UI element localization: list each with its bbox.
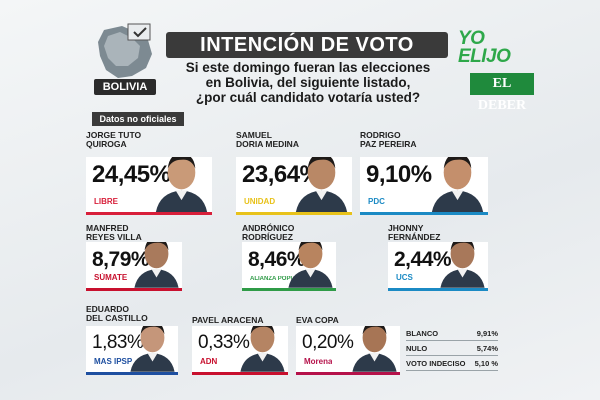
candidate-name-line: RODRIGO [360, 130, 401, 140]
el-deber-logo: EL DEBER [470, 73, 534, 113]
survey-question: Si este domingo fueran las elecciones en… [162, 60, 454, 105]
candidate-card: 0,20% Morena [296, 326, 400, 372]
candidate-name-line: EDUARDO [86, 304, 129, 314]
party-color-bar [296, 372, 400, 375]
party-logo: LIBRE [94, 197, 118, 206]
party-logo: PDC [368, 197, 385, 206]
candidate-photo [155, 157, 208, 212]
candidate-photo [440, 242, 485, 288]
row-value: 5,10 % [474, 358, 498, 368]
party-logo: UNIDAD [244, 197, 276, 206]
party-color-bar [86, 372, 178, 375]
question-line: en Bolivia, del siguiente listado, [205, 75, 411, 90]
candidate-name: EDUARDO DEL CASTILLO [86, 305, 174, 323]
question-line: Si este domingo fueran las elecciones [185, 60, 431, 75]
party-color-bar [192, 372, 288, 375]
candidate-name-line: JHONNY [388, 223, 424, 233]
party-color-bar [388, 288, 488, 291]
candidate-card: 8,46% ALIANZA POPULAR [242, 242, 336, 288]
candidate-photo [130, 326, 175, 372]
party-logo: ADN [200, 357, 218, 366]
candidate-card: 0,33% ADN [192, 326, 288, 372]
candidate-name-line: PAZ PEREIRA [360, 139, 417, 149]
row-label: BLANCO [406, 328, 439, 338]
candidate-name-line: EVA COPA [296, 315, 339, 325]
party-color-bar [86, 288, 182, 291]
row-value: 5,74% [476, 343, 498, 353]
candidate-card: 9,10% PDC [360, 157, 488, 212]
vote-percentage: 0,33% [198, 332, 250, 353]
vote-percentage: 24,45% [92, 161, 171, 188]
logo-text: YO [458, 28, 485, 49]
party-logo: UCS [396, 273, 413, 282]
candidate-name-line: JORGE TUTO [86, 130, 142, 140]
party-color-bar [236, 212, 352, 215]
row-value: 9,91% [476, 328, 498, 338]
candidate-name: SAMUEL DORIA MEDINA [236, 131, 348, 149]
candidate-name-line: DORIA MEDINA [236, 139, 299, 149]
candidate-name-line: PAVEL ARACENA [192, 315, 264, 325]
candidate-card: 23,64% UNIDAD [236, 157, 352, 212]
candidate-name: JHONNY FERNÁNDEZ [388, 224, 484, 242]
candidate-name-line: MANFRED [86, 223, 129, 233]
candidate-name: PAVEL ARACENA [192, 316, 284, 325]
page-title: INTENCIÓN DE VOTO [166, 32, 448, 58]
party-color-bar [242, 288, 336, 291]
vote-percentage: 0,20% [302, 332, 354, 353]
party-logo: Morena [304, 357, 333, 366]
candidate-name: EVA COPA [296, 316, 396, 325]
candidate-card: 2,44% UCS [388, 242, 488, 288]
party-logo: MAS IPSP [94, 357, 133, 366]
table-row: VOTO INDECISO 5,10 % [406, 356, 498, 371]
vote-percentage: 8,79% [92, 248, 150, 271]
candidate-photo [288, 242, 333, 288]
candidate-card: 1,83% MAS IPSP [86, 326, 178, 372]
candidate-name: ANDRÓNICO RODRÍGUEZ [242, 224, 332, 242]
table-row: NULO 5,74% [406, 341, 498, 356]
logo-text: ELIJO [458, 46, 511, 67]
party-logo: ALIANZA POPULAR [250, 276, 297, 282]
candidate-name-line: RODRÍGUEZ [242, 232, 293, 242]
candidate-name-line: SAMUEL [236, 130, 272, 140]
candidate-card: 24,45% LIBRE [86, 157, 212, 212]
yo-elijo-logo: YO ELIJO [458, 28, 528, 70]
candidate-name-line: REYES VILLA [86, 232, 142, 242]
candidate-photo [295, 157, 348, 212]
candidate-photo [431, 157, 484, 212]
vote-percentage: 9,10% [366, 161, 432, 188]
candidate-name-line: QUIROGA [86, 139, 127, 149]
candidate-name-line: ANDRÓNICO [242, 223, 295, 233]
question-line: ¿por cuál candidato votaría usted? [195, 90, 421, 105]
candidate-name: JORGE TUTO QUIROGA [86, 131, 208, 149]
vote-percentage: 8,46% [248, 248, 306, 271]
candidate-photo [134, 242, 179, 288]
table-row: BLANCO 9,91% [406, 326, 498, 341]
vote-percentage: 1,83% [92, 332, 144, 353]
row-label: NULO [406, 343, 428, 353]
candidate-photo [240, 326, 285, 372]
vote-percentage: 23,64% [242, 161, 321, 188]
candidate-name: RODRIGO PAZ PEREIRA [360, 131, 484, 149]
candidate-name-line: DEL CASTILLO [86, 313, 148, 323]
vote-percentage: 2,44% [394, 248, 452, 271]
candidate-name: MANFRED REYES VILLA [86, 224, 178, 242]
party-logo: SÚMATE [94, 273, 128, 282]
candidate-photo [352, 326, 397, 372]
bolivia-map-icon [98, 23, 152, 78]
party-color-bar [360, 212, 488, 215]
candidate-card: 8,79% SÚMATE [86, 242, 182, 288]
party-color-bar [86, 212, 212, 215]
candidate-name-line: FERNÁNDEZ [388, 232, 441, 242]
unofficial-data-note: Datos no oficiales [92, 112, 184, 126]
country-label: BOLIVIA [94, 79, 156, 95]
other-votes-table: BLANCO 9,91% NULO 5,74% VOTO INDECISO 5,… [406, 326, 498, 371]
row-label: VOTO INDECISO [406, 358, 466, 368]
